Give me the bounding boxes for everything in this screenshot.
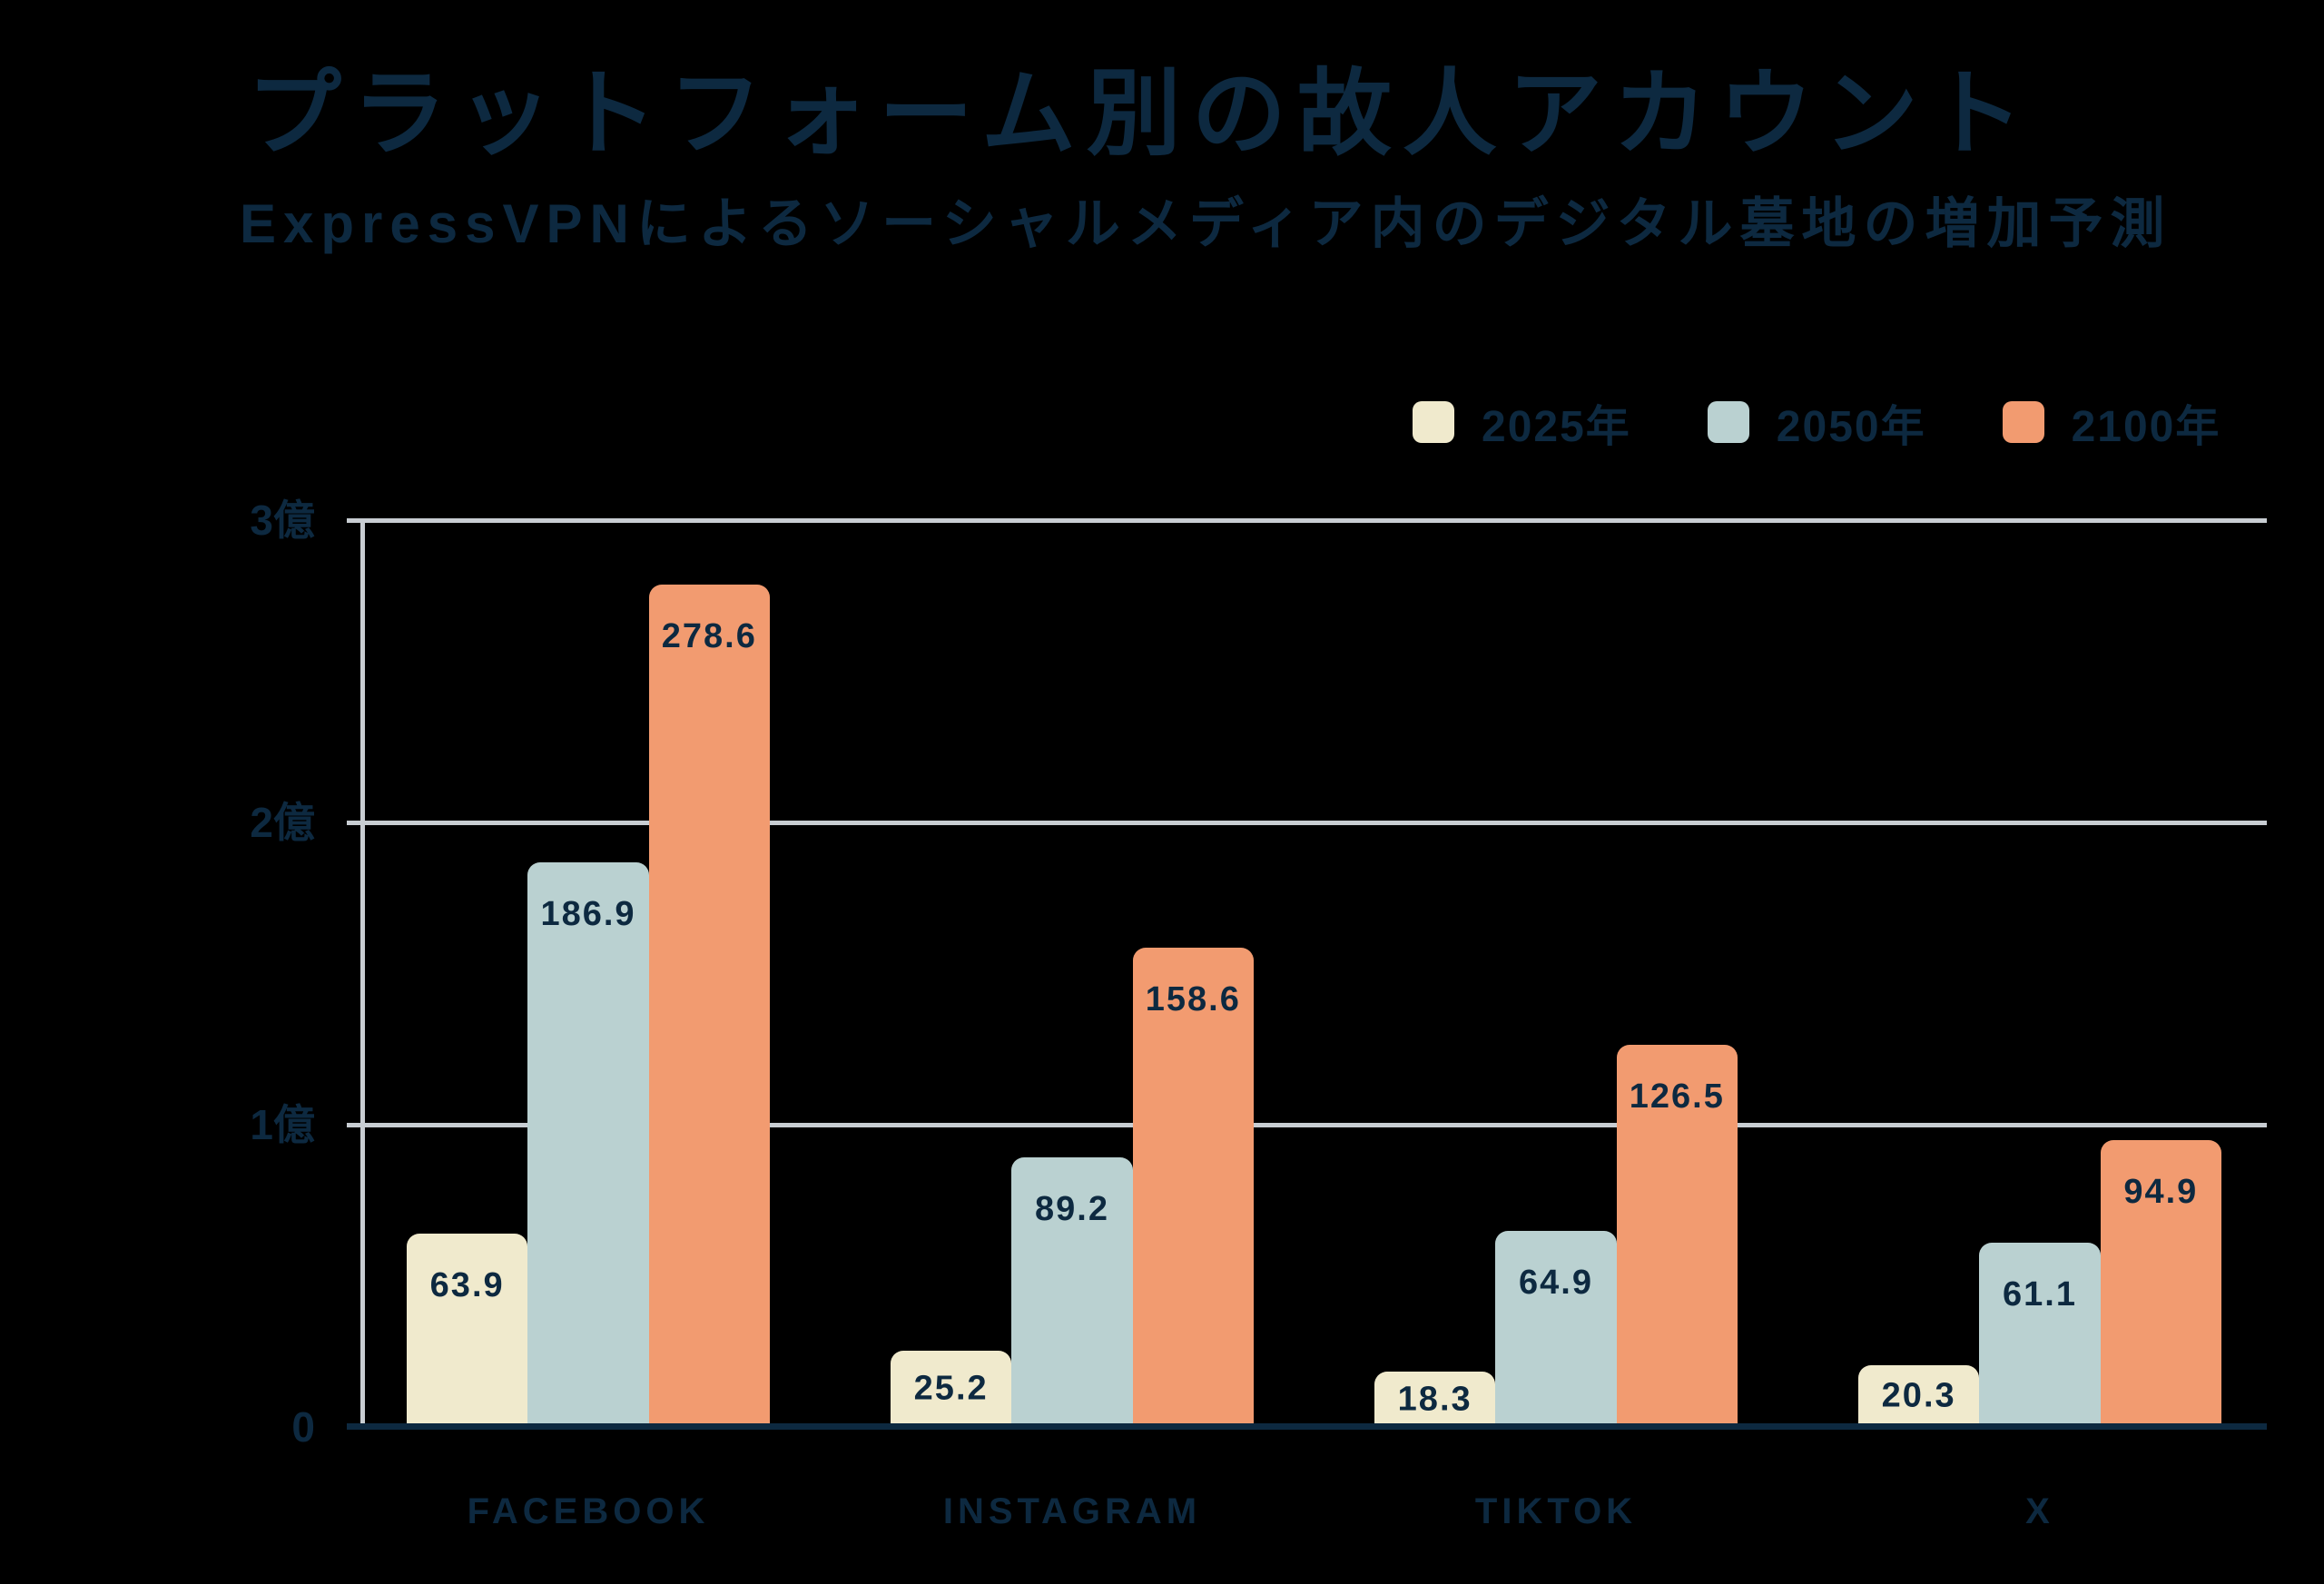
bar-2050--instagram: 89.2 bbox=[1011, 1156, 1133, 1427]
legend-item-2025-: 2025年 bbox=[1413, 390, 1631, 454]
plot-area: 0 1億 2億 3億 63.9 186.9 278.6 FACEBOOK 25.2 89.2 158… bbox=[250, 497, 2267, 1531]
bar-2050--facebook: 186.9 bbox=[527, 861, 649, 1427]
bar-value-2050--tiktok: 64.9 bbox=[1519, 1263, 1593, 1302]
y-tick-label-3-: 3億 bbox=[250, 497, 315, 544]
bar-group-tiktok: 18.3 64.9 126.5 bbox=[1374, 520, 1738, 1427]
bar-group-instagram: 25.2 89.2 158.6 bbox=[891, 520, 1254, 1427]
bar-value-2100--tiktok: 126.5 bbox=[1629, 1077, 1725, 1116]
bar-value-2050--facebook: 186.9 bbox=[540, 894, 636, 933]
legend-item-2050-: 2050年 bbox=[1707, 390, 1926, 454]
bar-value-2100--x: 94.9 bbox=[2123, 1172, 2199, 1211]
gridline-1- bbox=[347, 1123, 2267, 1127]
category-label-x: X bbox=[2025, 1491, 2054, 1531]
bar-value-2100--facebook: 278.6 bbox=[661, 617, 757, 656]
bar-value-2050--instagram: 89.2 bbox=[1035, 1189, 1109, 1228]
legend-label-2100-: 2100年 bbox=[2071, 403, 2221, 451]
gridline-2- bbox=[347, 821, 2267, 825]
chart-title: プラットフォーム別の故人アカウント bbox=[247, 62, 2034, 167]
category-label-facebook: FACEBOOK bbox=[467, 1491, 710, 1531]
bar-2100--x: 94.9 bbox=[2100, 1139, 2221, 1427]
y-tick-label-2-: 2億 bbox=[250, 799, 315, 846]
bar-2050--tiktok: 64.9 bbox=[1495, 1230, 1617, 1427]
legend-label-2025-: 2025年 bbox=[1482, 403, 1631, 451]
bar-2100--facebook: 278.6 bbox=[648, 585, 770, 1427]
legend-swatch-2025- bbox=[1413, 401, 1454, 443]
bar-group-facebook: 63.9 186.9 278.6 bbox=[407, 520, 770, 1427]
bar-2025--tiktok: 18.3 bbox=[1374, 1372, 1496, 1427]
bar-value-2050--x: 61.1 bbox=[2003, 1274, 2077, 1313]
category-label-instagram: INSTAGRAM bbox=[942, 1491, 1202, 1531]
gridline-3- bbox=[347, 518, 2267, 523]
legend-swatch-2050- bbox=[1707, 401, 1749, 443]
bar-2050--x: 61.1 bbox=[1979, 1242, 2101, 1427]
bar-value-2025--instagram: 25.2 bbox=[913, 1369, 989, 1408]
legend-label-2050-: 2050年 bbox=[1776, 403, 1926, 451]
y-axis-line bbox=[360, 520, 365, 1427]
y-tick-label-0: 0 bbox=[291, 1403, 315, 1451]
y-tick-label-1-: 1億 bbox=[250, 1101, 315, 1148]
x-axis-line bbox=[347, 1423, 2267, 1430]
bar-value-2100--instagram: 158.6 bbox=[1145, 979, 1241, 1018]
bar-group-x: 20.3 61.1 94.9 bbox=[1858, 520, 2221, 1427]
legend-item-2100-: 2100年 bbox=[2002, 390, 2221, 454]
bar-value-2025--tiktok: 18.3 bbox=[1397, 1380, 1472, 1419]
legend-swatch-2100- bbox=[2002, 401, 2044, 443]
bar-2025--x: 20.3 bbox=[1858, 1365, 1980, 1427]
bar-2100--tiktok: 126.5 bbox=[1616, 1044, 1738, 1427]
category-label-tiktok: TIKTOK bbox=[1474, 1491, 1638, 1531]
bar-2100--instagram: 158.6 bbox=[1132, 947, 1254, 1427]
bar-2025--facebook: 63.9 bbox=[407, 1234, 528, 1427]
legend: 2025年 2050年 2100年 bbox=[1413, 390, 2221, 454]
bar-value-2025--facebook: 63.9 bbox=[429, 1266, 505, 1305]
bar-2025--instagram: 25.2 bbox=[891, 1351, 1012, 1427]
chart-subtitle: ExpressVPNによるソーシャルメディア内のデジタル墓地の増加予測 bbox=[240, 193, 2172, 254]
bar-value-2025--x: 20.3 bbox=[1881, 1376, 1956, 1415]
